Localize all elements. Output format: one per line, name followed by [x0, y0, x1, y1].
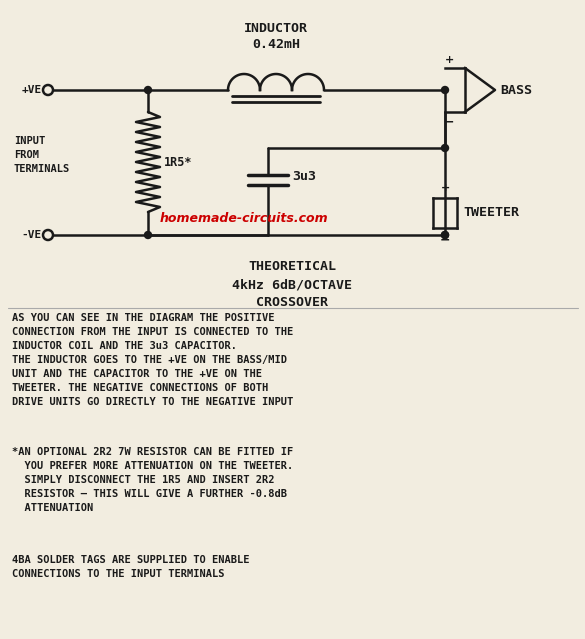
Text: 4BA SOLDER TAGS ARE SUPPLIED TO ENABLE
CONNECTIONS TO THE INPUT TERMINALS: 4BA SOLDER TAGS ARE SUPPLIED TO ENABLE C…	[12, 555, 249, 579]
Text: homemade-circuits.com: homemade-circuits.com	[160, 212, 329, 224]
Text: +: +	[445, 55, 453, 65]
Text: +VE: +VE	[22, 85, 42, 95]
Text: AS YOU CAN SEE IN THE DIAGRAM THE POSITIVE
CONNECTION FROM THE INPUT IS CONNECTE: AS YOU CAN SEE IN THE DIAGRAM THE POSITI…	[12, 313, 293, 407]
Text: 3u3: 3u3	[292, 169, 316, 183]
Circle shape	[442, 231, 449, 238]
Text: THEORETICAL
4kHz 6dB/OCTAVE
CROSSOVER: THEORETICAL 4kHz 6dB/OCTAVE CROSSOVER	[232, 260, 352, 309]
Circle shape	[442, 86, 449, 93]
Text: −: −	[440, 233, 450, 246]
Text: *AN OPTIONAL 2R2 7W RESISTOR CAN BE FITTED IF
  YOU PREFER MORE ATTENUATION ON T: *AN OPTIONAL 2R2 7W RESISTOR CAN BE FITT…	[12, 447, 293, 513]
Text: +: +	[441, 183, 450, 193]
Text: -VE: -VE	[22, 230, 42, 240]
Text: INPUT
FROM
TERMINALS: INPUT FROM TERMINALS	[14, 136, 70, 174]
Circle shape	[144, 86, 152, 93]
Circle shape	[144, 231, 152, 238]
Text: −: −	[444, 115, 454, 128]
Text: 1R5*: 1R5*	[164, 155, 192, 169]
Circle shape	[442, 144, 449, 151]
Text: BASS: BASS	[500, 84, 532, 96]
Circle shape	[442, 231, 449, 238]
Text: TWEETER: TWEETER	[463, 206, 519, 220]
Text: INDUCTOR
0.42mH: INDUCTOR 0.42mH	[244, 22, 308, 51]
